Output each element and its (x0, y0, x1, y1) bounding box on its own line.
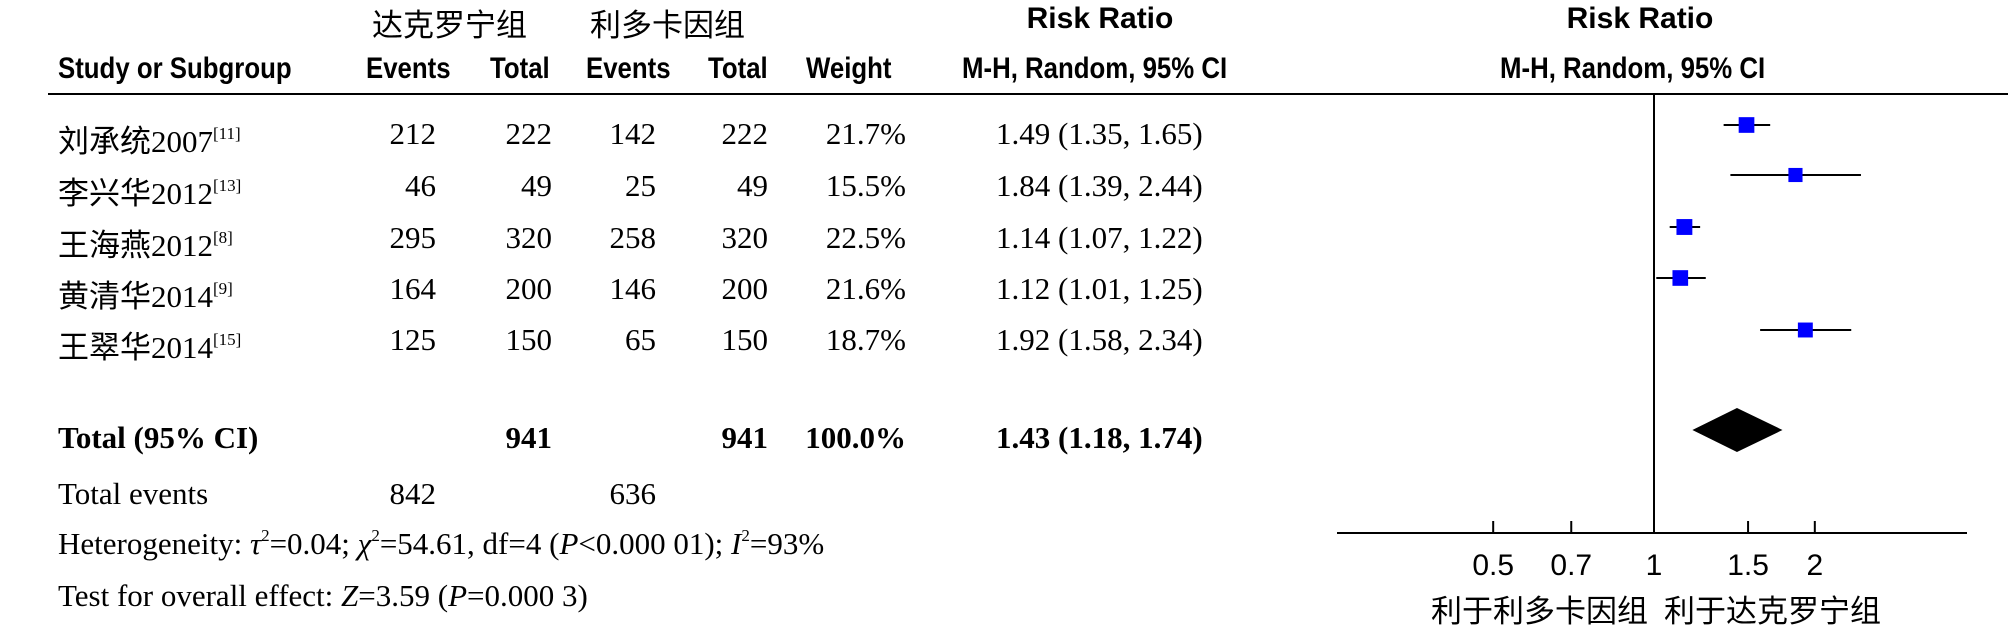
favours-right-label: 利于达克罗宁组 (1664, 594, 1881, 629)
x-tick-label: 0.5 (1472, 549, 1514, 582)
rr-cell: 1.92 (1.58, 2.34) (996, 322, 1203, 357)
heterogeneity-text: Heterogeneity: τ2=0.04; χ2=54.61, df=4 (… (58, 526, 825, 561)
col-total1-header: Total (490, 52, 550, 85)
rr-cell: 1.84 (1.39, 2.44) (996, 168, 1203, 203)
x-tick-label: 0.7 (1550, 549, 1592, 582)
study-name: 王翠华2014[15] (58, 330, 242, 365)
weight-cell: 15.5% (825, 168, 906, 203)
total-events2-cell: 636 (609, 476, 657, 511)
total1-cell: 200 (505, 271, 553, 306)
events2-cell: 65 (625, 322, 656, 357)
study-marker (1672, 270, 1689, 286)
weight-cell: 21.6% (825, 271, 906, 306)
study-name: 李兴华2012[13] (58, 176, 242, 211)
total2-cell: 320 (721, 220, 769, 255)
events2-cell: 142 (609, 116, 657, 151)
events1-cell: 125 (389, 322, 437, 357)
overall-effect-text: Test for overall effect: Z=3.59 (P=0.000… (58, 578, 588, 613)
rr-cell: 1.49 (1.35, 1.65) (996, 116, 1203, 151)
total-weight-cell: 100.0% (805, 420, 906, 455)
study-marker (1797, 322, 1813, 338)
weight-cell: 18.7% (825, 322, 906, 357)
total2-cell: 200 (721, 271, 769, 306)
x-tick-label: 2 (1806, 549, 1823, 582)
col-study-header: Study or Subgroup (58, 52, 292, 85)
total1-cell: 222 (505, 116, 553, 151)
rr-column-title: Risk Ratio (1026, 2, 1174, 35)
total1-cell: 150 (505, 322, 553, 357)
events2-cell: 258 (609, 220, 657, 255)
study-name: 王海燕2012[8] (58, 228, 233, 263)
weight-cell: 22.5% (825, 220, 906, 255)
total1-cell: 49 (521, 168, 552, 203)
weight-cell: 21.7% (825, 116, 906, 151)
header-rule (48, 93, 2008, 95)
events1-cell: 46 (405, 168, 436, 203)
total1-cell: 941 (505, 420, 553, 455)
total2-cell: 941 (721, 420, 769, 455)
x-tick-label: 1.5 (1727, 549, 1769, 582)
plot-method-header: M-H, Random, 95% CI (1500, 52, 1766, 85)
events1-cell: 295 (389, 220, 437, 255)
group2-header: 利多卡因组 (590, 8, 745, 43)
events1-cell: 212 (389, 116, 437, 151)
rr-cell: 1.14 (1.07, 1.22) (996, 220, 1203, 255)
study-name: 刘承统2007[11] (58, 124, 241, 159)
plot-title: Risk Ratio (1566, 2, 1714, 35)
total1-cell: 320 (505, 220, 553, 255)
study-marker (1676, 219, 1693, 235)
total-rr-cell: 1.43 (1.18, 1.74) (996, 420, 1203, 455)
favours-left-label: 利于利多卡因组 (1431, 594, 1648, 629)
total2-cell: 49 (737, 168, 768, 203)
total-label: Total (95% CI) (58, 420, 259, 455)
col-weight-header: Weight (806, 52, 892, 85)
total2-cell: 222 (721, 116, 769, 151)
total2-cell: 150 (721, 322, 769, 357)
group1-header: 达克罗宁组 (372, 8, 527, 43)
study-name: 黄清华2014[9] (58, 279, 233, 314)
total-events-label: Total events (58, 476, 209, 511)
col-total2-header: Total (708, 52, 768, 85)
total-events1-cell: 842 (389, 476, 437, 511)
events2-cell: 146 (609, 271, 657, 306)
x-tick-label: 1 (1646, 549, 1663, 582)
col-events1-header: Events (366, 52, 451, 85)
study-marker (1738, 117, 1755, 133)
col-events2-header: Events (586, 52, 671, 85)
events1-cell: 164 (389, 271, 437, 306)
study-marker (1788, 167, 1803, 183)
rr-method-header: M-H, Random, 95% CI (962, 52, 1228, 85)
events2-cell: 25 (625, 168, 656, 203)
rr-cell: 1.12 (1.01, 1.25) (996, 271, 1203, 306)
pooled-diamond (1692, 408, 1783, 452)
